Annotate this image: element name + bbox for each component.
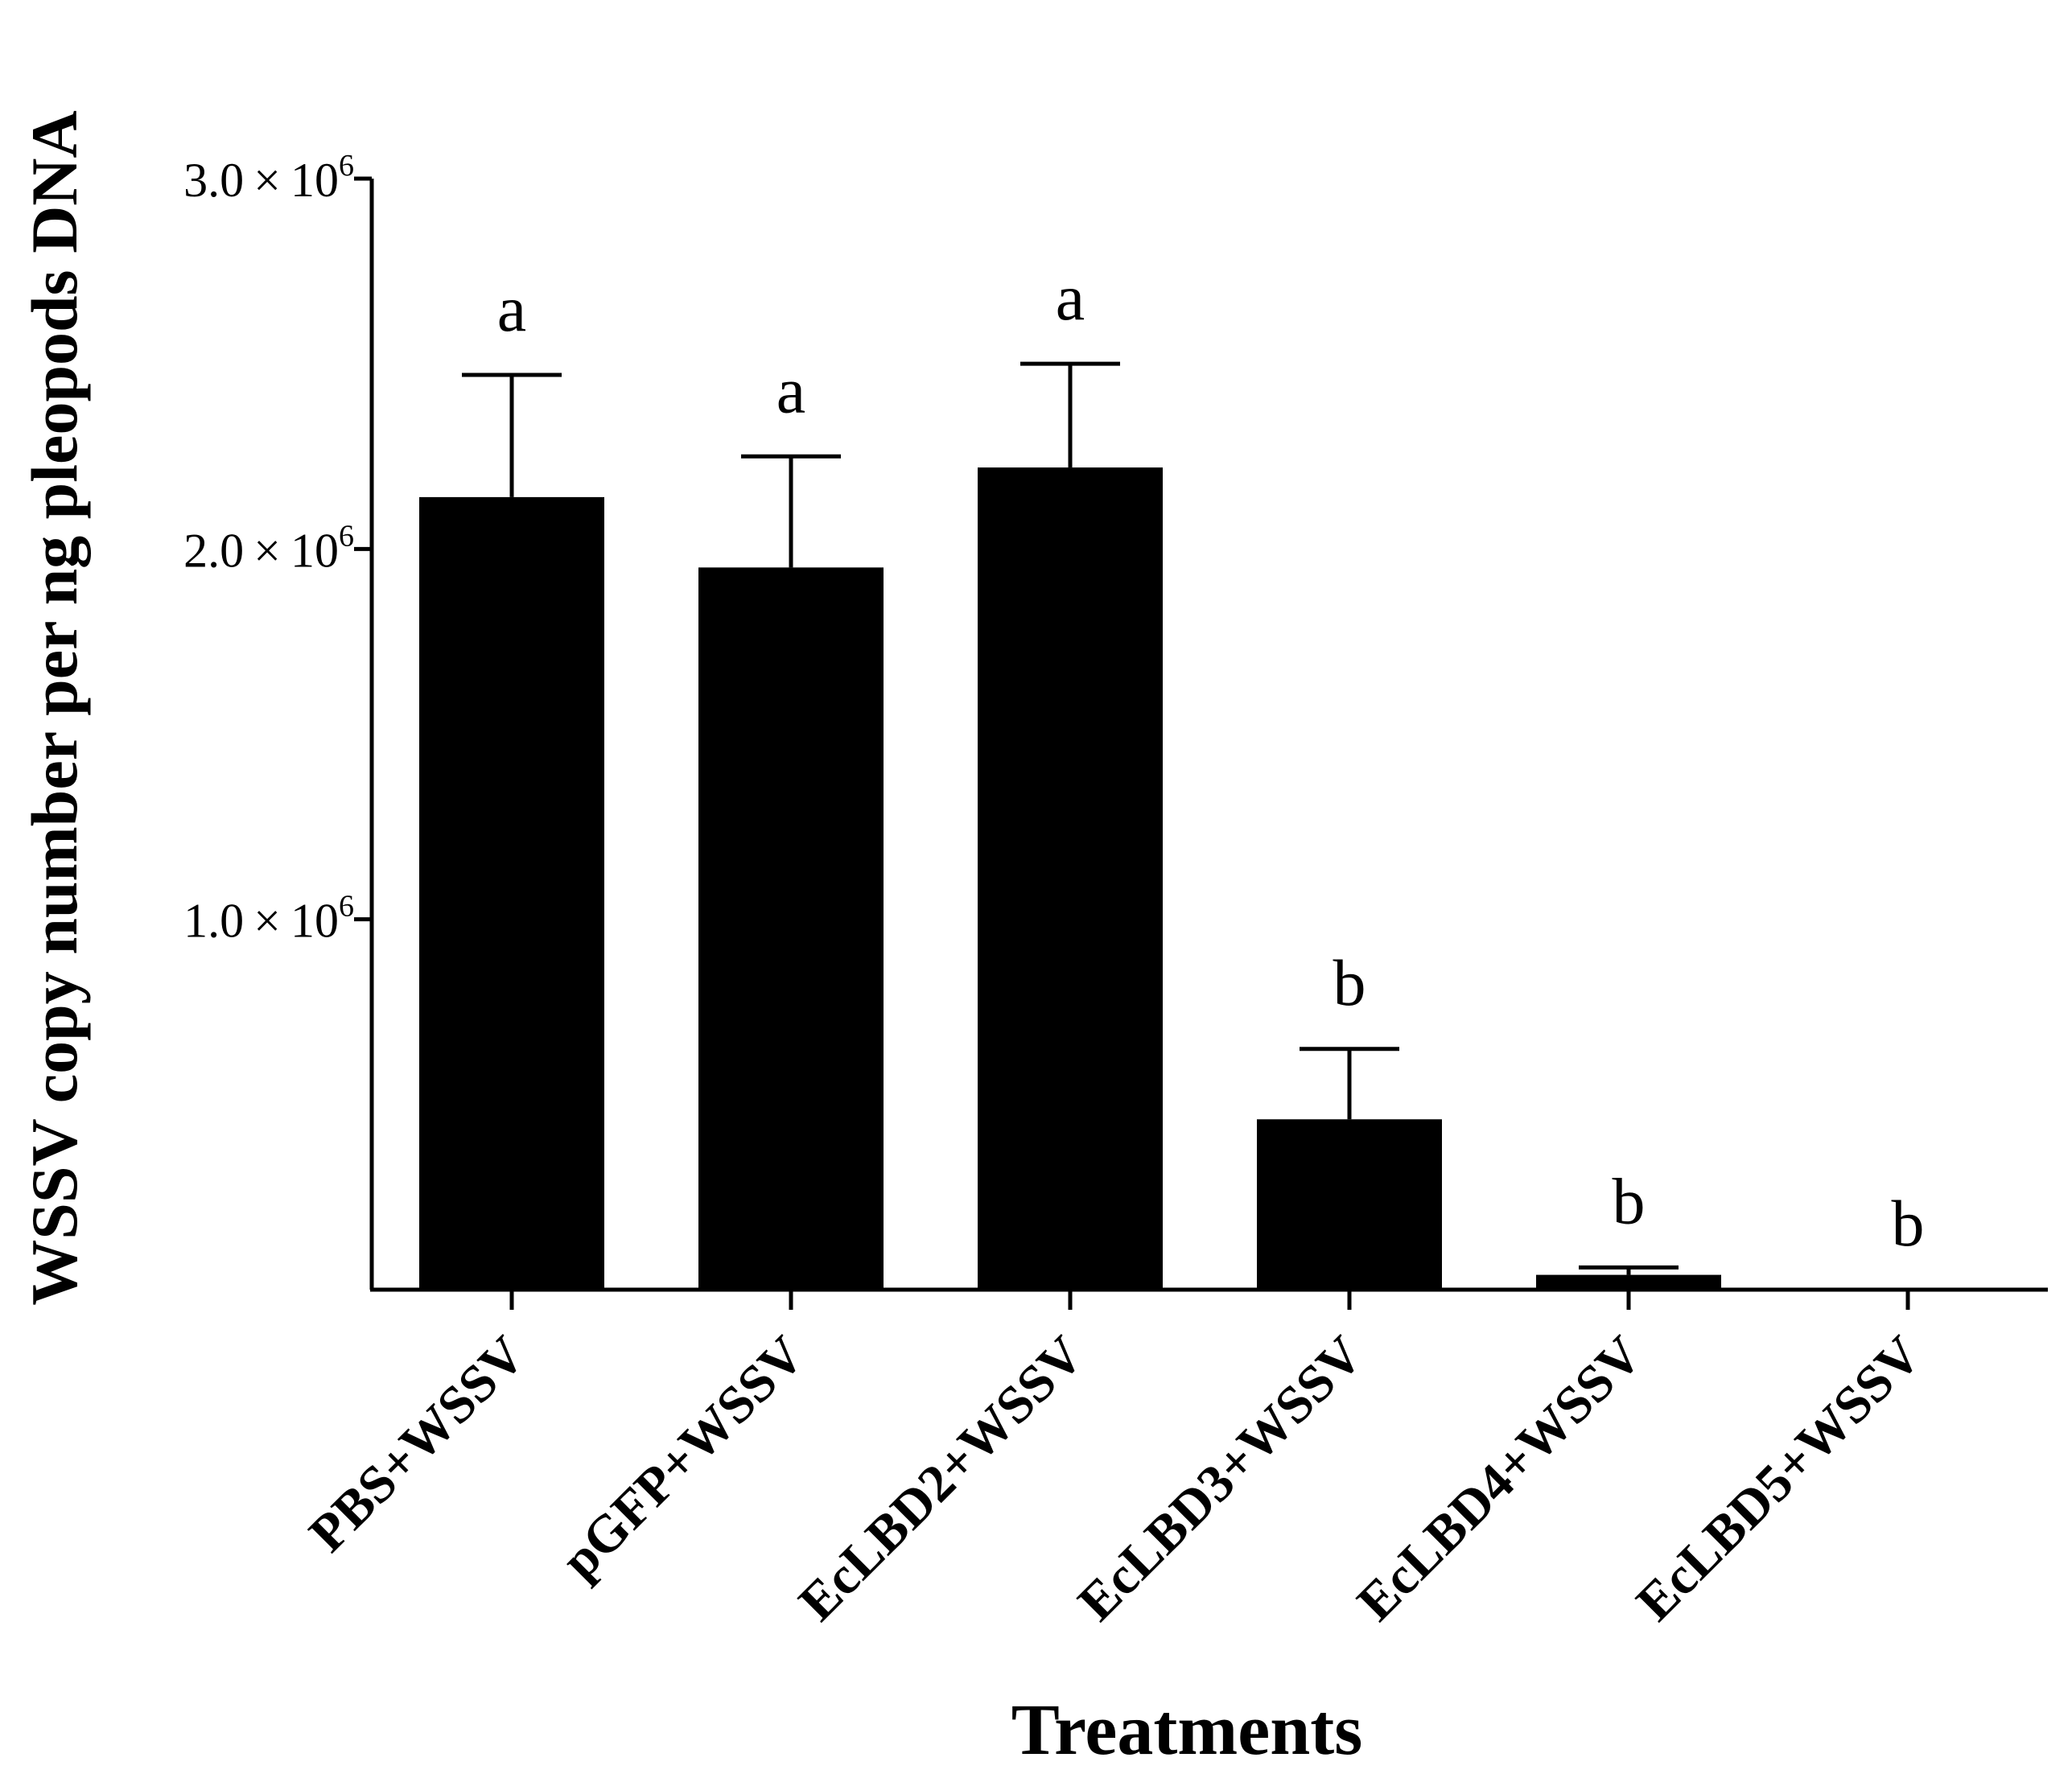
error-bars bbox=[462, 361, 1679, 1275]
x-tick-label: EcLBD3+WSSV bbox=[1067, 1325, 1374, 1632]
bar bbox=[978, 467, 1163, 1290]
y-tick-label: 2.0 × 106 bbox=[183, 519, 354, 577]
significance-label: b bbox=[1613, 1164, 1646, 1237]
bar bbox=[698, 567, 884, 1290]
significance-label: b bbox=[1333, 946, 1366, 1019]
significance-label: a bbox=[776, 353, 805, 426]
bar bbox=[1257, 1119, 1442, 1290]
axes: 1.0 × 106 2.0 × 106 3.0 × 106 bbox=[183, 149, 2048, 1310]
y-tick-label: 1.0 × 106 bbox=[183, 890, 354, 948]
bars bbox=[419, 467, 1721, 1290]
x-tick-label: EcLBD4+WSSV bbox=[1346, 1325, 1654, 1632]
x-tick-label: pGFP+WSSV bbox=[550, 1325, 816, 1591]
bar bbox=[1536, 1274, 1721, 1290]
significance-label: b bbox=[1892, 1187, 1925, 1260]
bar bbox=[419, 496, 604, 1290]
significance-label: a bbox=[1056, 261, 1085, 334]
y-tick-label: 3.0 × 106 bbox=[183, 149, 354, 207]
y-axis-label: WSSV copy number per ng pleopods DNA bbox=[18, 110, 91, 1305]
x-tick-label: PBS+WSSV bbox=[299, 1325, 537, 1563]
x-tick-label: EcLBD2+WSSV bbox=[788, 1325, 1095, 1632]
significance-label: a bbox=[497, 272, 526, 345]
x-tick-label: EcLBD5+WSSV bbox=[1625, 1325, 1933, 1632]
x-axis-label: Treatments bbox=[1011, 1690, 1363, 1770]
